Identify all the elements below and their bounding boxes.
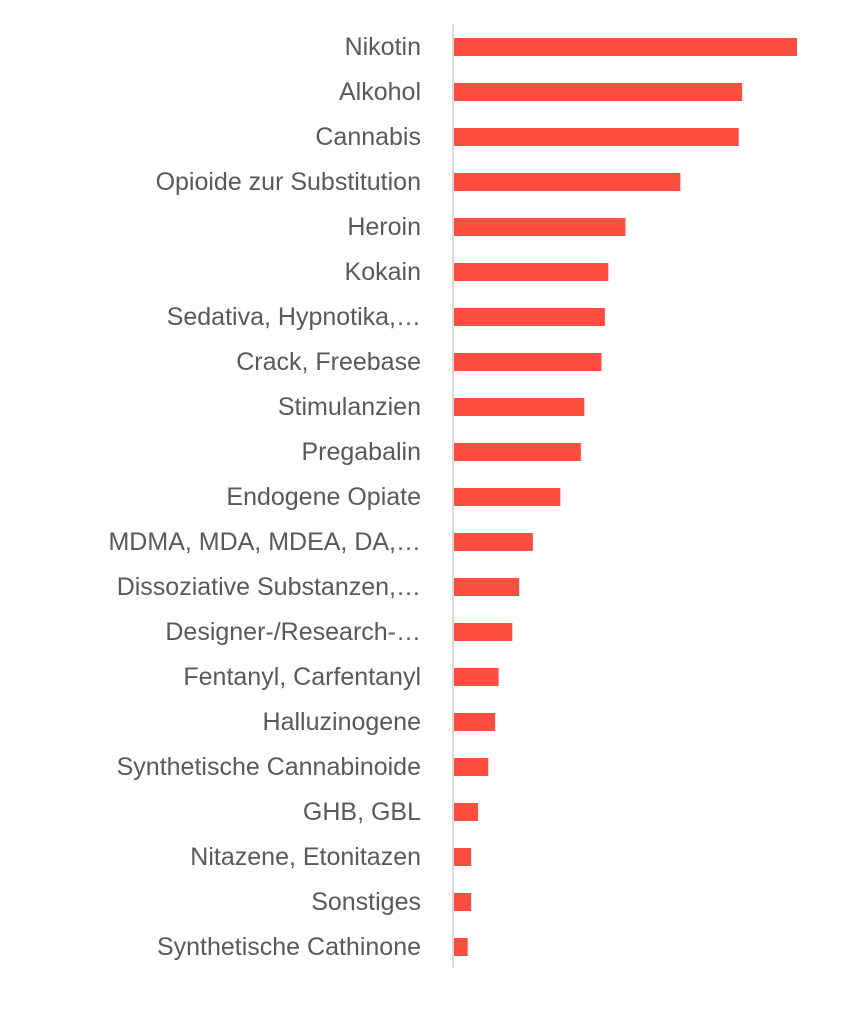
bar-1 (454, 83, 743, 101)
bar-16 (454, 758, 489, 776)
category-label-15: Halluzinogene (263, 708, 421, 736)
bar-15 (454, 713, 496, 731)
bar-10 (454, 488, 561, 506)
bar-11 (454, 533, 533, 551)
bar-19 (454, 893, 472, 911)
bar-14 (454, 668, 499, 686)
category-label-12: Dissoziative Substanzen,… (117, 573, 421, 601)
category-label-1: Alkohol (339, 78, 421, 106)
category-label-3: Opioide zur Substitution (156, 168, 421, 196)
bar-12 (454, 578, 520, 596)
bar-8 (454, 398, 585, 416)
bars-group (454, 38, 797, 956)
category-label-13: Designer-/Research-… (165, 618, 421, 646)
category-label-8: Stimulanzien (278, 393, 421, 421)
bar-13 (454, 623, 513, 641)
category-labels-group: Nikotin Alkohol Cannabis Opioide zur Substi… (108, 33, 421, 961)
category-label-17: GHB, GBL (303, 798, 421, 826)
category-label-10: Endogene Opiate (226, 483, 421, 511)
category-label-14: Fentanyl, Carfentanyl (183, 663, 421, 691)
category-label-5: Kokain (345, 258, 421, 286)
category-label-4: Heroin (347, 213, 421, 241)
bar-4 (454, 218, 626, 236)
category-label-7: Crack, Freebase (236, 348, 421, 376)
category-label-20: Synthetische Cathinone (157, 933, 421, 961)
category-label-18: Nitazene, Etonitazen (190, 843, 421, 871)
bar-9 (454, 443, 581, 461)
category-label-0: Nikotin (345, 33, 421, 61)
category-label-6: Sedativa, Hypnotika,… (167, 303, 421, 331)
category-label-19: Sonstiges (311, 888, 421, 916)
bar-20 (454, 938, 468, 956)
category-label-9: Pregabalin (301, 438, 421, 466)
bar-18 (454, 848, 472, 866)
bar-7 (454, 353, 602, 371)
bar-2 (454, 128, 739, 146)
category-label-2: Cannabis (315, 123, 421, 151)
bar-6 (454, 308, 605, 326)
bar-0 (454, 38, 797, 56)
bar-17 (454, 803, 479, 821)
bar-5 (454, 263, 609, 281)
category-label-16: Synthetische Cannabinoide (117, 753, 421, 781)
category-label-11: MDMA, MDA, MDEA, DA,… (108, 528, 421, 556)
bar-3 (454, 173, 681, 191)
